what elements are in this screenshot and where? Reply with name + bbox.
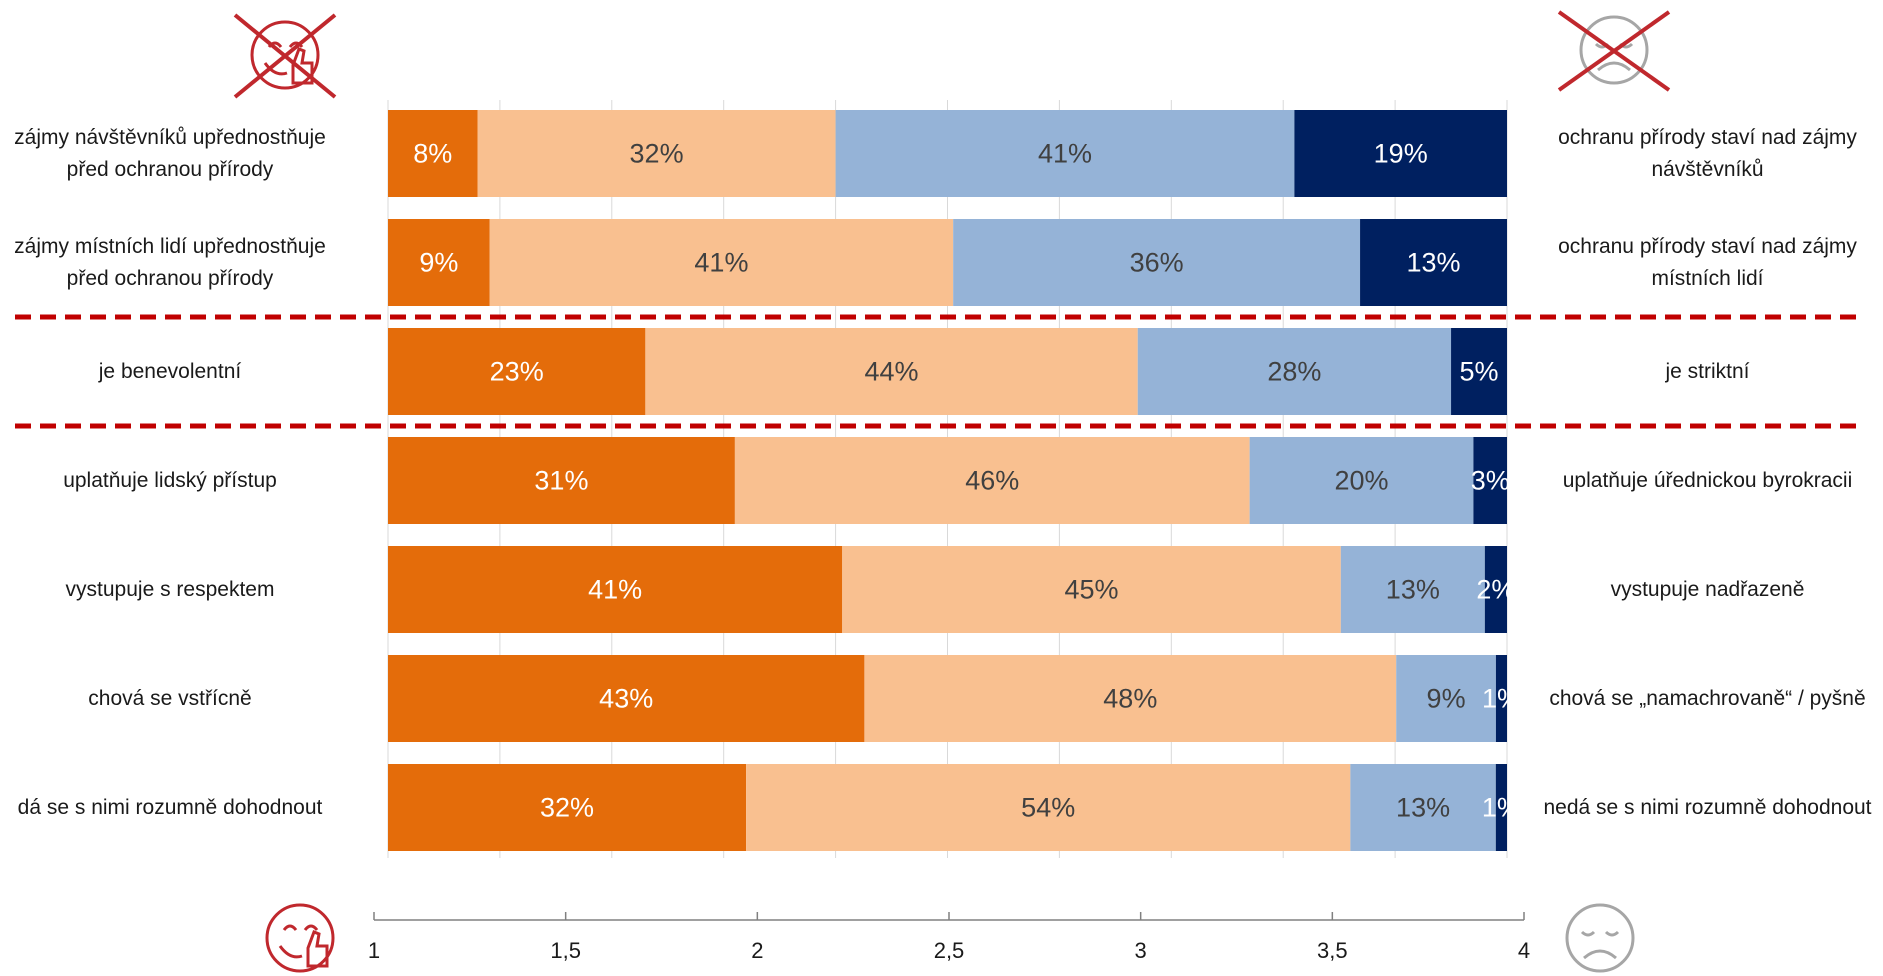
left-row-label: zájmy místních lidí upřednostňuje před o…	[14, 234, 326, 290]
data-label: 13%	[1407, 248, 1461, 278]
data-label: 54%	[1021, 793, 1075, 823]
bar-segment	[1340, 546, 1485, 633]
sad-face-icon	[1565, 903, 1635, 973]
bar-segment	[1360, 219, 1507, 306]
x-tick-label: 3	[1135, 938, 1147, 963]
right-row-label: nedá se s nimi rozumně dohodnout	[1543, 795, 1872, 819]
right-row-label: vystupuje nadřazeně	[1610, 577, 1805, 601]
data-label: 1%	[1482, 793, 1521, 823]
bar-segment	[645, 328, 1138, 415]
data-label: 46%	[965, 466, 1019, 496]
x-tick-label: 2	[751, 938, 763, 963]
x-tick-label: 1,5	[550, 938, 581, 963]
data-label: 36%	[1130, 248, 1184, 278]
x-tick-label: 3,5	[1317, 938, 1348, 963]
bar-segment	[1396, 655, 1496, 742]
right-row-label: ochranu přírody staví nad zájmy návštěvn…	[1558, 125, 1857, 181]
bar-segment	[388, 219, 490, 306]
bar-segment	[1495, 764, 1507, 851]
left-row-label: vystupuje s respektem	[65, 577, 275, 601]
x-tick-label: 2,5	[934, 938, 965, 963]
left-row-label: je benevolentní	[98, 359, 242, 383]
bar-segment	[388, 655, 865, 742]
left-row-label: zájmy návštěvníků upřednostňuje před och…	[14, 125, 326, 181]
data-label: 5%	[1460, 357, 1499, 387]
data-label: 20%	[1335, 466, 1389, 496]
x-tick-label: 1	[368, 938, 380, 963]
bar-segment	[835, 110, 1295, 197]
right-row-label: chová se „namachrovaně“ / pyšně	[1549, 686, 1866, 710]
bar-segment	[1495, 655, 1507, 742]
right-row-label: ochranu přírody staví nad zájmy místních…	[1558, 234, 1857, 290]
right-row-label: uplatňuje úřednickou byrokracii	[1562, 468, 1853, 492]
x-tick-label: 4	[1518, 938, 1530, 963]
data-label: 3%	[1471, 466, 1510, 496]
bar-segment	[477, 110, 836, 197]
data-label: 8%	[413, 139, 452, 169]
data-label: 13%	[1396, 793, 1450, 823]
data-label: 28%	[1267, 357, 1321, 387]
data-label: 31%	[534, 466, 588, 496]
data-label: 41%	[1038, 139, 1092, 169]
bar-segment	[1249, 437, 1474, 524]
left-row-label: uplatňuje lidský přístup	[63, 468, 277, 492]
bar-segment	[734, 437, 1250, 524]
data-label: 41%	[588, 575, 642, 605]
bar-segment	[746, 764, 1351, 851]
bar-segment	[953, 219, 1361, 306]
bar-segment	[388, 764, 747, 851]
bar-segment	[1484, 546, 1507, 633]
bar-segment	[1473, 437, 1507, 524]
bar-segment	[388, 546, 843, 633]
data-label: 41%	[694, 248, 748, 278]
data-label: 45%	[1065, 575, 1119, 605]
data-label: 13%	[1386, 575, 1440, 605]
data-label: 2%	[1476, 575, 1515, 605]
bar-segment	[388, 328, 646, 415]
crossed-out-thumbs-up-smiley-icon	[233, 13, 337, 99]
data-label: 9%	[419, 248, 458, 278]
data-label: 19%	[1374, 139, 1428, 169]
data-label: 32%	[540, 793, 594, 823]
data-label: 32%	[630, 139, 684, 169]
data-label: 43%	[599, 684, 653, 714]
bar-segment	[1451, 328, 1507, 415]
data-label: 9%	[1427, 684, 1466, 714]
bar-segment	[1137, 328, 1452, 415]
bar-segment	[842, 546, 1341, 633]
thumbs-up-smiley-icon	[265, 903, 335, 973]
bar-segment	[1350, 764, 1496, 851]
bar-segment	[489, 219, 954, 306]
left-row-label: chová se vstřícně	[88, 686, 252, 710]
data-label: 44%	[865, 357, 919, 387]
right-row-label: je striktní	[1665, 359, 1750, 383]
data-label: 23%	[490, 357, 544, 387]
data-label: 48%	[1103, 684, 1157, 714]
bar-segment	[388, 437, 735, 524]
bar-segment	[1294, 110, 1507, 197]
bar-segment	[864, 655, 1397, 742]
bar-segment	[388, 110, 478, 197]
crossed-out-sad-face-icon	[1557, 10, 1671, 92]
left-row-label: dá se s nimi rozumně dohodnout	[17, 795, 323, 819]
data-label: 1%	[1482, 684, 1521, 714]
